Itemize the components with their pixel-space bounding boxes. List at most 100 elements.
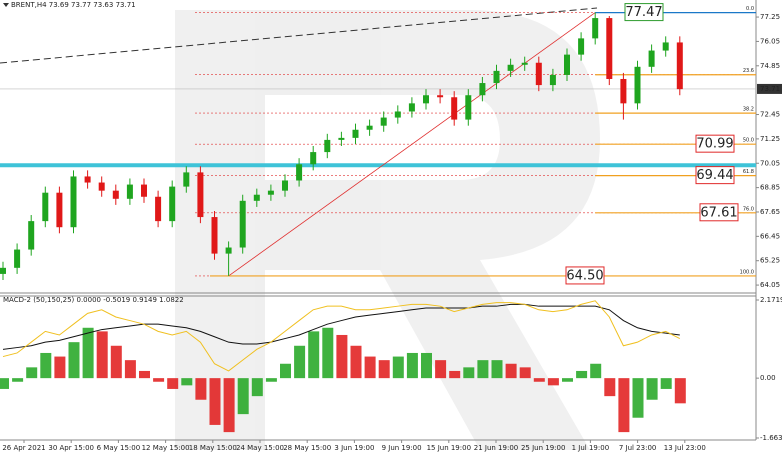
- macd-bar: [40, 352, 52, 379]
- macd-bar: [336, 334, 348, 379]
- macd-bar: [364, 356, 376, 379]
- candle-body: [253, 194, 260, 201]
- x-tick-label: 7 Jul 23:00: [619, 444, 657, 452]
- x-tick-label: 21 Jun 19:00: [474, 444, 518, 452]
- candle-body: [56, 192, 63, 228]
- macd-bar: [54, 356, 66, 379]
- chart-title: BRENT,H4 73.69 73.77 73.63 73.71: [11, 1, 136, 9]
- macd-bar: [139, 370, 150, 379]
- candle-body: [479, 83, 486, 96]
- candle-body: [197, 172, 204, 218]
- fib-level-label: 76.0: [743, 206, 754, 212]
- macd-bar: [477, 360, 489, 379]
- macd-bar: [265, 378, 277, 382]
- macd-bar: [533, 378, 545, 382]
- candle-body: [267, 190, 274, 195]
- candle-body: [225, 247, 232, 254]
- x-tick-label: 15 Jun 19:00: [427, 444, 471, 452]
- macd-bar: [350, 345, 362, 379]
- fib-level-label: 61.8: [743, 169, 754, 175]
- candle-body: [211, 217, 218, 254]
- candle-body: [239, 200, 246, 248]
- candle-body: [296, 164, 303, 181]
- current-price-label: 73.71: [760, 85, 780, 93]
- candle-body: [549, 74, 556, 86]
- macd-bar: [604, 378, 616, 397]
- candle-body: [324, 139, 331, 153]
- fib-level-label: 38.2: [743, 107, 754, 113]
- candle-body: [98, 182, 105, 191]
- y-tick-label: 76.05: [760, 37, 780, 45]
- candle-body: [620, 78, 627, 104]
- macd-bar: [82, 327, 94, 379]
- macd-bar: [124, 360, 136, 379]
- y-tick-label: 65.25: [760, 257, 780, 265]
- watermark: [175, 10, 600, 450]
- macd-bar: [590, 363, 602, 379]
- candle-body: [634, 66, 641, 104]
- x-tick-label: 18 May 15:00: [189, 444, 237, 452]
- candle-body: [183, 172, 190, 187]
- y-tick-label: 66.45: [760, 232, 780, 240]
- macd-bar: [280, 363, 291, 379]
- x-tick-label: 28 May 15:00: [283, 444, 331, 452]
- candle-body: [606, 18, 613, 79]
- macd-bar: [618, 378, 630, 433]
- y-tick-label: 64.05: [760, 281, 780, 289]
- macd-bar: [505, 363, 517, 379]
- candle-body: [493, 70, 500, 84]
- candle-body: [437, 95, 444, 98]
- macd-bar: [294, 345, 306, 379]
- candle-body: [578, 38, 585, 55]
- candle-body: [141, 184, 147, 197]
- x-tick-label: 25 Jun 19:00: [521, 444, 565, 452]
- macd-title: MACD-2 (50,150,25) 0.0000 -0.5019 0.9149…: [3, 296, 184, 304]
- y-tick-label: 77.25: [760, 13, 780, 21]
- price-box-label: 77.47: [625, 5, 662, 20]
- macd-bar: [110, 345, 122, 379]
- candle-body: [465, 95, 472, 120]
- macd-bar: [153, 378, 165, 382]
- macd-bar: [519, 367, 531, 379]
- fib-level-label: 0.0: [746, 6, 754, 12]
- x-tick-label: 9 Jun 19:00: [382, 444, 422, 452]
- macd-bar: [167, 378, 179, 389]
- price-box: [695, 166, 735, 185]
- x-tick-label: 13 Jul 23:00: [664, 444, 706, 452]
- candle-body: [42, 192, 49, 222]
- candle-body: [352, 129, 359, 138]
- macd-bar: [12, 378, 24, 382]
- macd-bar: [562, 378, 573, 382]
- macd-bar: [463, 367, 475, 379]
- macd-bar: [0, 378, 9, 389]
- candle-body: [84, 176, 91, 183]
- x-tick-label: 1 Jul 19:00: [572, 444, 610, 452]
- candle-body: [28, 221, 35, 250]
- macd-bar: [547, 378, 559, 386]
- macd-bar: [435, 360, 447, 379]
- candle-body: [408, 103, 415, 112]
- candle-body: [564, 54, 570, 75]
- macd-line: [2, 303, 680, 350]
- price-box-label: 64.50: [566, 268, 603, 283]
- menu-icon: [3, 3, 9, 7]
- macd-bar: [660, 378, 672, 389]
- y-tick-label: 70.05: [760, 159, 780, 167]
- price-box-label: 69.44: [696, 168, 733, 183]
- price-box: [624, 3, 664, 22]
- price-box-label: 67.61: [700, 205, 737, 220]
- macd-bar: [491, 360, 503, 379]
- trend-line: [0, 7, 598, 64]
- macd-bar: [251, 378, 263, 397]
- candle-body: [380, 117, 387, 126]
- candle-body: [507, 64, 514, 71]
- macd-bar: [646, 378, 658, 400]
- y-tick-label: 72.45: [760, 111, 780, 119]
- macd-y-tick-label: 2.1719: [760, 296, 782, 304]
- x-tick-label: 12 May 15:00: [142, 444, 190, 452]
- macd-bar: [96, 331, 108, 379]
- candle-body: [338, 137, 345, 140]
- macd-bar: [392, 356, 404, 379]
- macd-bar: [223, 378, 235, 433]
